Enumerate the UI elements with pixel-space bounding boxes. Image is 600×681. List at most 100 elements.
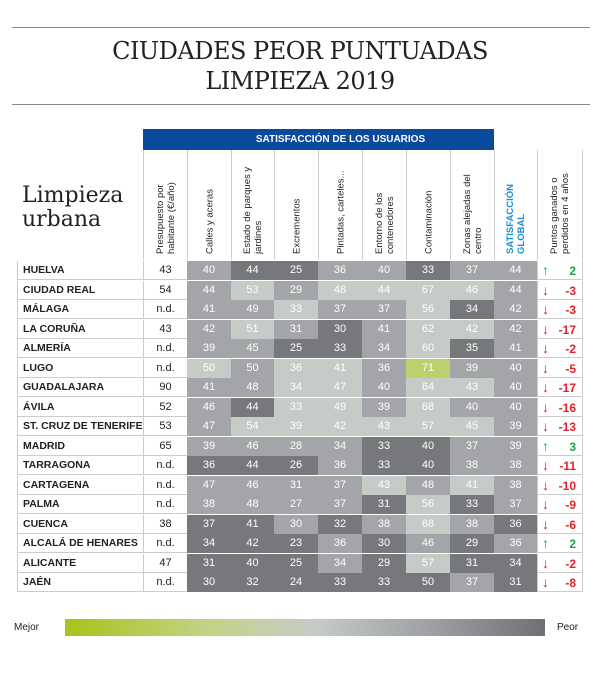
change-value: 3	[569, 439, 576, 454]
score-cell: 29	[362, 553, 406, 573]
score-cell: 28	[274, 436, 318, 456]
score-cell: 37	[318, 495, 362, 514]
arrow-up-icon: ↑	[542, 535, 549, 551]
score-cell: 26	[274, 456, 318, 475]
column-header: Entorno de los contenedores	[362, 150, 406, 260]
score-cell: 37	[318, 475, 362, 495]
score-cell: 33	[362, 456, 406, 475]
change-cell: ↓ -10	[537, 475, 583, 495]
score-cell: 47	[318, 378, 362, 397]
score-cell: 44	[231, 456, 274, 475]
table-row: LA CORUÑA 43 42 51 31 30 41 62 42 42 ↓ -17	[17, 319, 583, 339]
change-value: -10	[558, 478, 576, 493]
score-cell: 42	[318, 417, 362, 436]
score-cell: 34	[362, 339, 406, 358]
change-value: 2	[569, 264, 576, 278]
score-cell: 44	[231, 397, 274, 417]
change-value: -16	[558, 400, 576, 415]
global-score-cell: 36	[494, 514, 537, 534]
score-cell: 32	[231, 573, 274, 592]
score-cell: 49	[318, 397, 362, 417]
arrow-down-icon: ↓	[542, 554, 549, 571]
score-cell: 43	[362, 475, 406, 495]
change-value: -8	[565, 576, 576, 590]
global-score-cell: 40	[494, 358, 537, 378]
score-cell: 50	[231, 358, 274, 378]
city-name: ÁVILA	[17, 397, 143, 417]
legend-best-label: Mejor	[14, 622, 40, 633]
score-cell: 34	[450, 300, 494, 319]
score-cell: 46	[231, 436, 274, 456]
score-cell: 25	[274, 261, 318, 280]
score-cell: 44	[362, 280, 406, 300]
score-cell: 54	[231, 417, 274, 436]
score-cell: 43	[362, 417, 406, 436]
city-name: JAÉN	[17, 573, 143, 592]
column-header-label: Estado de parques y jardines	[242, 166, 264, 254]
title-line-2: LIMPIEZA 2019	[205, 67, 395, 95]
budget-value: 54	[143, 280, 187, 300]
table-row: ALCALÁ DE HENARES n.d. 34 42 23 36 30 46 29 36 ↑ 2	[17, 534, 583, 553]
score-cell: 71	[406, 358, 450, 378]
score-cell: 37	[187, 514, 231, 534]
city-name: MÁLAGA	[17, 300, 143, 319]
change-value: -6	[565, 517, 576, 532]
score-cell: 46	[450, 280, 494, 300]
column-header-label: Contaminación	[423, 190, 434, 254]
city-name: LA CORUÑA	[17, 319, 143, 339]
score-cell: 29	[274, 280, 318, 300]
score-cell: 38	[450, 456, 494, 475]
score-cell: 31	[274, 319, 318, 339]
score-cell: 33	[274, 300, 318, 319]
city-name: CIUDAD REAL	[17, 280, 143, 300]
score-cell: 33	[274, 397, 318, 417]
budget-value: n.d.	[143, 534, 187, 553]
score-cell: 48	[318, 280, 362, 300]
column-header: Puntos ganados o perdidos en 4 años	[537, 150, 583, 260]
table-row: ALICANTE 47 31 40 25 34 29 57 31 34 ↓ -2	[17, 553, 583, 573]
score-cell: 31	[187, 553, 231, 573]
score-cell: 33	[318, 573, 362, 592]
score-cell: 37	[362, 300, 406, 319]
budget-value: n.d.	[143, 300, 187, 319]
global-score-cell: 44	[494, 280, 537, 300]
score-cell: 41	[362, 319, 406, 339]
score-cell: 46	[187, 397, 231, 417]
global-score-cell: 40	[494, 378, 537, 397]
column-header: Contaminación	[406, 150, 450, 260]
change-cell: ↓ -8	[537, 573, 583, 592]
arrow-down-icon: ↓	[542, 359, 549, 376]
table-subtitle: Limpieza urbana	[22, 184, 123, 232]
score-cell: 51	[231, 319, 274, 339]
change-value: -13	[558, 420, 576, 434]
score-cell: 37	[450, 261, 494, 280]
subtitle-line-1: Limpieza	[22, 183, 124, 208]
table-row: ÁVILA 52 46 44 33 49 39 68 40 40 ↓ -16	[17, 397, 583, 417]
score-cell: 36	[318, 261, 362, 280]
change-cell: ↓ -16	[537, 397, 583, 417]
group-header-bar	[143, 129, 494, 150]
score-cell: 24	[274, 573, 318, 592]
score-cell: 43	[450, 378, 494, 397]
column-header: SATISFACCIÓN GLOBAL	[494, 150, 537, 260]
score-cell: 39	[450, 358, 494, 378]
budget-value: n.d.	[143, 475, 187, 495]
score-cell: 48	[406, 475, 450, 495]
score-cell: 38	[450, 514, 494, 534]
score-cell: 67	[406, 280, 450, 300]
column-header-label: Calles y aceras	[204, 189, 215, 254]
column-header-label: Excrementos	[291, 198, 302, 254]
arrow-down-icon: ↓	[542, 515, 549, 532]
table-row: CARTAGENA n.d. 47 46 31 37 43 48 41 38 ↓ -10	[17, 475, 583, 495]
score-cell: 62	[406, 319, 450, 339]
score-cell: 46	[231, 475, 274, 495]
score-cell: 41	[231, 514, 274, 534]
arrow-down-icon: ↓	[542, 320, 549, 337]
city-name: CARTAGENA	[17, 475, 143, 495]
global-score-cell: 31	[494, 573, 537, 592]
legend-worst-label: Peor	[557, 622, 579, 633]
legend-gradient	[65, 619, 545, 636]
budget-value: 43	[143, 261, 187, 280]
score-cell: 33	[318, 339, 362, 358]
score-cell: 64	[406, 378, 450, 397]
